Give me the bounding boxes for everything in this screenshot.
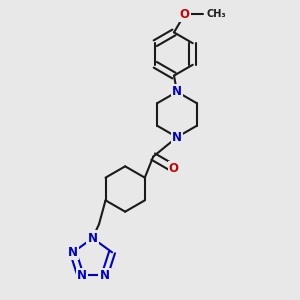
Text: O: O <box>169 162 179 175</box>
Text: N: N <box>172 85 182 98</box>
Text: N: N <box>77 269 87 282</box>
Text: N: N <box>172 131 182 144</box>
Text: N: N <box>68 246 78 259</box>
Text: N: N <box>88 232 98 244</box>
Text: CH₃: CH₃ <box>207 9 226 19</box>
Text: O: O <box>180 8 190 20</box>
Text: N: N <box>100 269 110 282</box>
